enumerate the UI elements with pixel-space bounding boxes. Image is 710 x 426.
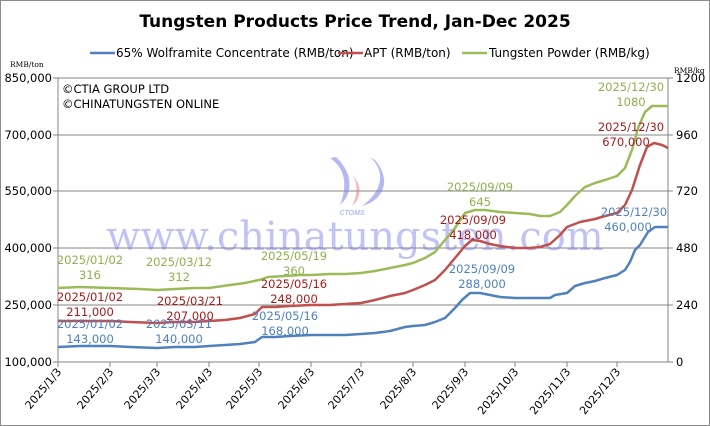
annotations-powder: 2025/01/02 316 2025/03/12 312 2025/05/19…	[57, 80, 664, 284]
annotation-value: 143,000	[66, 332, 114, 346]
annotation-date: 2025/01/02	[57, 290, 123, 304]
x-tick: 2025/12/3	[577, 366, 623, 418]
x-tick: 2025/2/3	[75, 366, 117, 412]
tick-marks	[53, 77, 673, 367]
annotation-date: 2025/09/09	[440, 213, 506, 227]
annotation-value: 168,000	[261, 324, 309, 338]
right-axis: 0 240 480 720 960 1200	[676, 71, 705, 369]
copyright-chinatungsten: ©CHINATUNGSTEN ONLINE	[62, 97, 219, 111]
annotation-date: 2025/01/02	[57, 253, 123, 267]
annotation-value: 140,000	[155, 332, 203, 346]
annotation-date: 2025/03/11	[146, 317, 212, 331]
legend-label-apt: APT (RMB/ton)	[364, 46, 451, 60]
annotation-date: 2025/05/16	[252, 309, 318, 323]
annotation-value: 288,000	[458, 277, 506, 291]
annotation-value: 207,000	[166, 309, 214, 323]
annotation-value: 312	[168, 270, 190, 284]
ctoms-logo-icon: CTOMS	[330, 157, 385, 217]
annotation-value: 316	[79, 268, 101, 282]
left-tick: 400,000	[4, 241, 52, 255]
x-tick: 2025/9/3	[430, 366, 472, 412]
annotation-date: 2025/05/19	[261, 249, 327, 263]
gridlines	[57, 77, 669, 363]
x-tick: 2025/1/3	[23, 366, 65, 412]
legend-label-powder: Tungsten Powder (RMB/kg)	[488, 46, 650, 60]
legend-label-wolframite: 65% Wolframite Concentrate (RMB/ton)	[116, 46, 354, 60]
annotation-date: 2025/12/30	[601, 205, 667, 219]
legend-item-apt: APT (RMB/ton)	[338, 46, 451, 60]
right-tick: 480	[676, 241, 698, 255]
x-tick: 2025/6/3	[276, 366, 318, 412]
left-tick: 550,000	[4, 184, 52, 198]
left-tick: 100,000	[4, 355, 52, 369]
annotation-date: 2025/12/30	[598, 80, 664, 94]
x-axis: 2025/1/3 2025/2/3 2025/3/3 2025/4/3 2025…	[23, 366, 624, 418]
annotation-value: 211,000	[66, 305, 114, 319]
left-tick: 850,000	[4, 71, 52, 85]
x-tick: 2025/11/3	[527, 366, 573, 418]
ctoms-logo-text: CTOMS	[339, 210, 364, 217]
legend-item-wolframite: 65% Wolframite Concentrate (RMB/ton)	[90, 46, 354, 60]
x-tick: 2025/3/3	[122, 366, 164, 412]
x-tick: 2025/5/3	[224, 366, 266, 412]
left-axis: 100,000 250,000 400,000 550,000 700,000 …	[4, 71, 52, 369]
left-tick: 250,000	[4, 298, 52, 312]
annotation-value: 248,000	[270, 292, 318, 306]
x-tick: 2025/4/3	[174, 366, 216, 412]
watermark: CTOMS www.chinatungsten.com	[106, 157, 604, 260]
copyright-ctia: ©CTIA GROUP LTD	[62, 82, 169, 96]
annotations-apt: 2025/01/02 211,000 2025/03/21 207,000 20…	[57, 120, 664, 323]
annotation-date: 2025/09/09	[447, 180, 513, 194]
x-tick: 2025/8/3	[378, 366, 420, 412]
annotation-date: 2025/05/16	[261, 277, 327, 291]
legend: 65% Wolframite Concentrate (RMB/ton) APT…	[90, 46, 650, 60]
annotation-value: 418,000	[449, 228, 497, 242]
watermark-url: www.chinatungsten.com	[106, 214, 604, 260]
annotation-value: 460,000	[604, 220, 652, 234]
series-line-apt	[58, 141, 669, 325]
annotation-value: 1080	[616, 95, 645, 109]
annotation-value: 670,000	[602, 135, 650, 149]
right-axis-unit: RMB/kg	[674, 66, 705, 75]
left-axis-unit: RMB/ton	[10, 60, 44, 69]
right-tick: 1200	[676, 71, 705, 85]
annotation-date: 2025/03/12	[146, 255, 212, 269]
annotation-date: 2025/09/09	[449, 262, 515, 276]
annotation-date: 2025/01/02	[57, 317, 123, 331]
right-tick: 960	[676, 128, 698, 142]
series-line-powder	[57, 104, 668, 292]
chart-title: Tungsten Products Price Trend, Jan-Dec 2…	[139, 12, 570, 32]
annotation-date: 2025/03/21	[157, 294, 223, 308]
right-tick: 720	[676, 184, 698, 198]
annotation-date: 2025/12/30	[598, 120, 664, 134]
right-tick: 240	[676, 298, 698, 312]
annotation-value: 645	[469, 195, 491, 209]
annotation-value: 360	[283, 264, 305, 278]
annotations-wolframite: 2025/01/02 143,000 2025/03/11 140,000 20…	[57, 205, 667, 346]
legend-item-powder: Tungsten Powder (RMB/kg)	[462, 46, 650, 60]
right-tick: 0	[676, 355, 683, 369]
x-tick: 2025/7/3	[326, 366, 368, 412]
series-line-wolframite	[57, 225, 668, 350]
x-tick: 2025/10/3	[475, 366, 521, 418]
left-tick: 700,000	[4, 128, 52, 142]
